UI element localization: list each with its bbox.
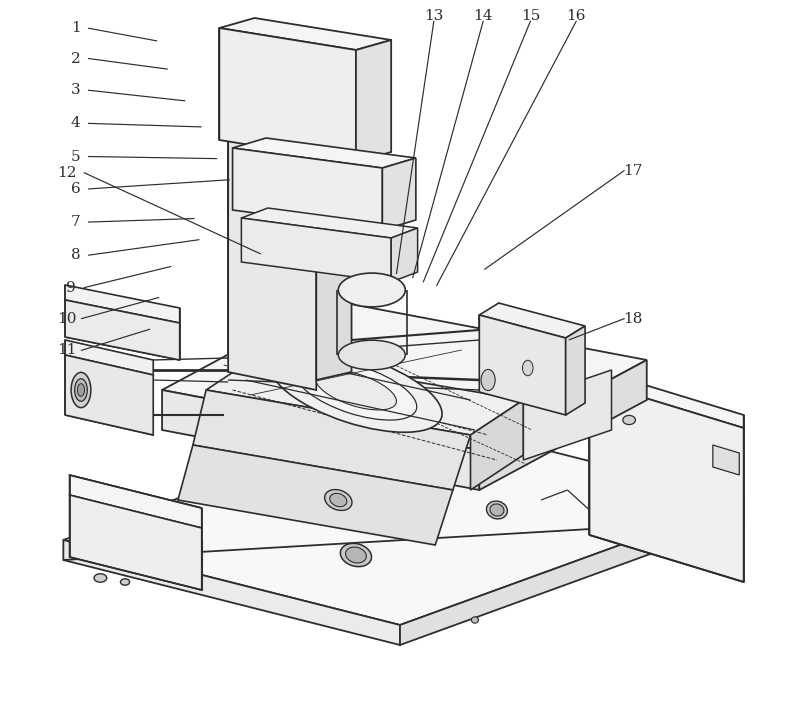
Polygon shape <box>233 148 382 230</box>
Text: 7: 7 <box>71 215 81 229</box>
Polygon shape <box>219 18 391 50</box>
Text: 15: 15 <box>521 8 540 23</box>
Polygon shape <box>316 130 351 380</box>
Polygon shape <box>70 475 202 528</box>
Polygon shape <box>162 390 479 490</box>
Text: 10: 10 <box>58 312 77 326</box>
Polygon shape <box>479 315 566 415</box>
Ellipse shape <box>295 360 417 420</box>
Ellipse shape <box>346 547 366 563</box>
Polygon shape <box>228 120 316 152</box>
Polygon shape <box>242 218 391 282</box>
Ellipse shape <box>486 501 507 519</box>
Polygon shape <box>63 415 744 625</box>
Ellipse shape <box>78 384 85 396</box>
Polygon shape <box>590 368 744 428</box>
Text: 13: 13 <box>424 8 443 23</box>
Text: 9: 9 <box>66 281 76 295</box>
Text: 3: 3 <box>71 83 81 97</box>
Text: 2: 2 <box>71 51 81 66</box>
Polygon shape <box>219 28 356 162</box>
Ellipse shape <box>340 544 371 567</box>
Ellipse shape <box>325 489 352 510</box>
Ellipse shape <box>522 360 533 376</box>
Text: 12: 12 <box>58 166 77 180</box>
Polygon shape <box>470 400 523 490</box>
Polygon shape <box>479 360 646 490</box>
Ellipse shape <box>74 379 87 401</box>
Ellipse shape <box>481 369 495 391</box>
Polygon shape <box>479 303 585 338</box>
Polygon shape <box>713 445 739 475</box>
Text: 16: 16 <box>566 8 586 23</box>
Text: 1: 1 <box>71 21 81 35</box>
Polygon shape <box>65 340 154 375</box>
Text: 14: 14 <box>474 8 493 23</box>
Text: 5: 5 <box>71 149 81 164</box>
Polygon shape <box>228 134 316 390</box>
Text: 6: 6 <box>71 182 81 196</box>
Ellipse shape <box>121 579 130 585</box>
Polygon shape <box>65 285 180 323</box>
Polygon shape <box>162 300 646 450</box>
Polygon shape <box>65 300 180 360</box>
Polygon shape <box>178 445 453 545</box>
Polygon shape <box>590 381 744 582</box>
Polygon shape <box>391 228 418 282</box>
Text: 17: 17 <box>623 164 642 178</box>
Text: 4: 4 <box>71 116 81 130</box>
Polygon shape <box>356 40 391 162</box>
Text: 11: 11 <box>58 343 77 357</box>
Ellipse shape <box>471 617 478 623</box>
Ellipse shape <box>330 493 347 507</box>
Text: 18: 18 <box>623 312 642 326</box>
Ellipse shape <box>622 415 635 424</box>
Polygon shape <box>382 158 416 230</box>
Polygon shape <box>70 495 202 590</box>
Ellipse shape <box>338 341 406 370</box>
Ellipse shape <box>490 504 504 516</box>
Ellipse shape <box>338 273 406 307</box>
Polygon shape <box>206 355 523 435</box>
Text: 8: 8 <box>71 248 81 262</box>
Ellipse shape <box>71 372 91 407</box>
Ellipse shape <box>94 574 106 582</box>
Polygon shape <box>566 326 585 415</box>
Polygon shape <box>193 390 470 490</box>
Ellipse shape <box>270 348 442 432</box>
Polygon shape <box>65 355 154 435</box>
Ellipse shape <box>315 370 397 410</box>
Polygon shape <box>523 370 611 460</box>
Polygon shape <box>400 500 744 645</box>
Polygon shape <box>233 138 416 168</box>
Polygon shape <box>63 540 400 645</box>
Polygon shape <box>242 208 418 238</box>
